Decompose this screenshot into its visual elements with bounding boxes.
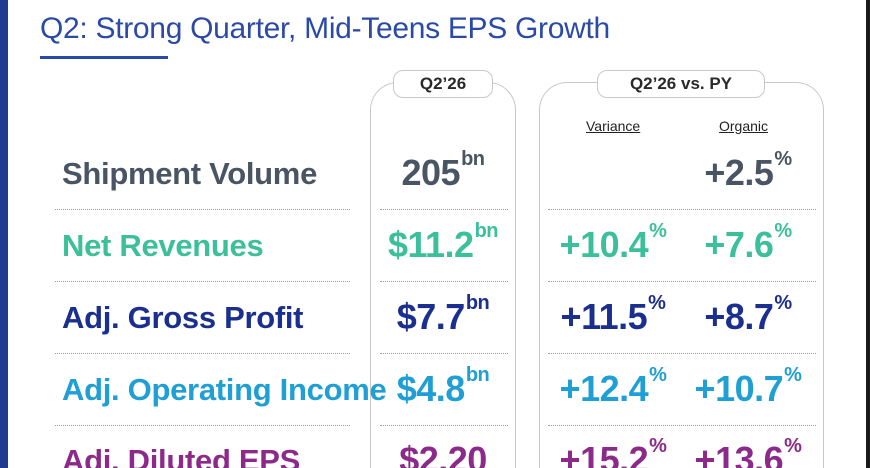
adj-operating-income-organic-value: +10.7% <box>694 364 802 409</box>
row-label-adj-diluted-eps: Adj. Diluted EPS <box>62 443 301 468</box>
adj-diluted-eps-variance-value: +15.2% <box>559 435 667 468</box>
row-divider <box>548 209 816 210</box>
row-divider <box>548 281 816 282</box>
row-divider <box>55 281 350 282</box>
variance-subheader: Variance <box>586 118 641 134</box>
net-revenues-organic-value: +7.6% <box>704 220 792 265</box>
shipment-volume-q2-value: 205bn <box>401 148 485 193</box>
vs-py-column-header: Q2’26 vs. PY <box>597 70 765 98</box>
q2-column-panel <box>370 82 516 468</box>
adj-operating-income-q2-value: $4.8bn <box>396 364 490 409</box>
net-revenues-q2-value: $11.2bn <box>387 220 499 265</box>
adj-diluted-eps-q2-value: $2.20 <box>399 439 487 468</box>
row-label-net-revenues: Net Revenues <box>62 228 264 263</box>
window-edge <box>866 0 870 468</box>
row-divider <box>55 425 350 426</box>
slide-title: Q2: Strong Quarter, Mid-Teens EPS Growth <box>40 12 610 45</box>
shipment-volume-organic-value: +2.5% <box>704 148 792 193</box>
row-divider <box>548 353 816 354</box>
vs-py-column-panel <box>539 82 824 468</box>
adj-gross-profit-variance-value: +11.5% <box>560 292 666 337</box>
row-divider <box>55 353 350 354</box>
row-label-adj-gross-profit: Adj. Gross Profit <box>62 300 304 335</box>
adj-gross-profit-q2-value: $7.7bn <box>396 292 490 337</box>
title-underline <box>40 56 168 59</box>
row-divider <box>548 425 816 426</box>
row-label-adj-operating-income: Adj. Operating Income <box>62 372 387 407</box>
q2-column-header: Q2’26 <box>393 70 493 98</box>
row-divider <box>55 209 350 210</box>
row-divider <box>380 353 508 354</box>
net-revenues-variance-value: +10.4% <box>559 220 667 265</box>
row-label-shipment-volume: Shipment Volume <box>62 156 318 191</box>
row-divider <box>380 209 508 210</box>
row-divider <box>380 425 508 426</box>
adj-diluted-eps-organic-value: +13.6% <box>694 435 802 468</box>
adj-gross-profit-organic-value: +8.7% <box>704 292 792 337</box>
slide-accent-bar <box>0 0 8 468</box>
organic-subheader: Organic <box>719 118 769 134</box>
row-divider <box>380 281 508 282</box>
adj-operating-income-variance-value: +12.4% <box>559 364 667 409</box>
